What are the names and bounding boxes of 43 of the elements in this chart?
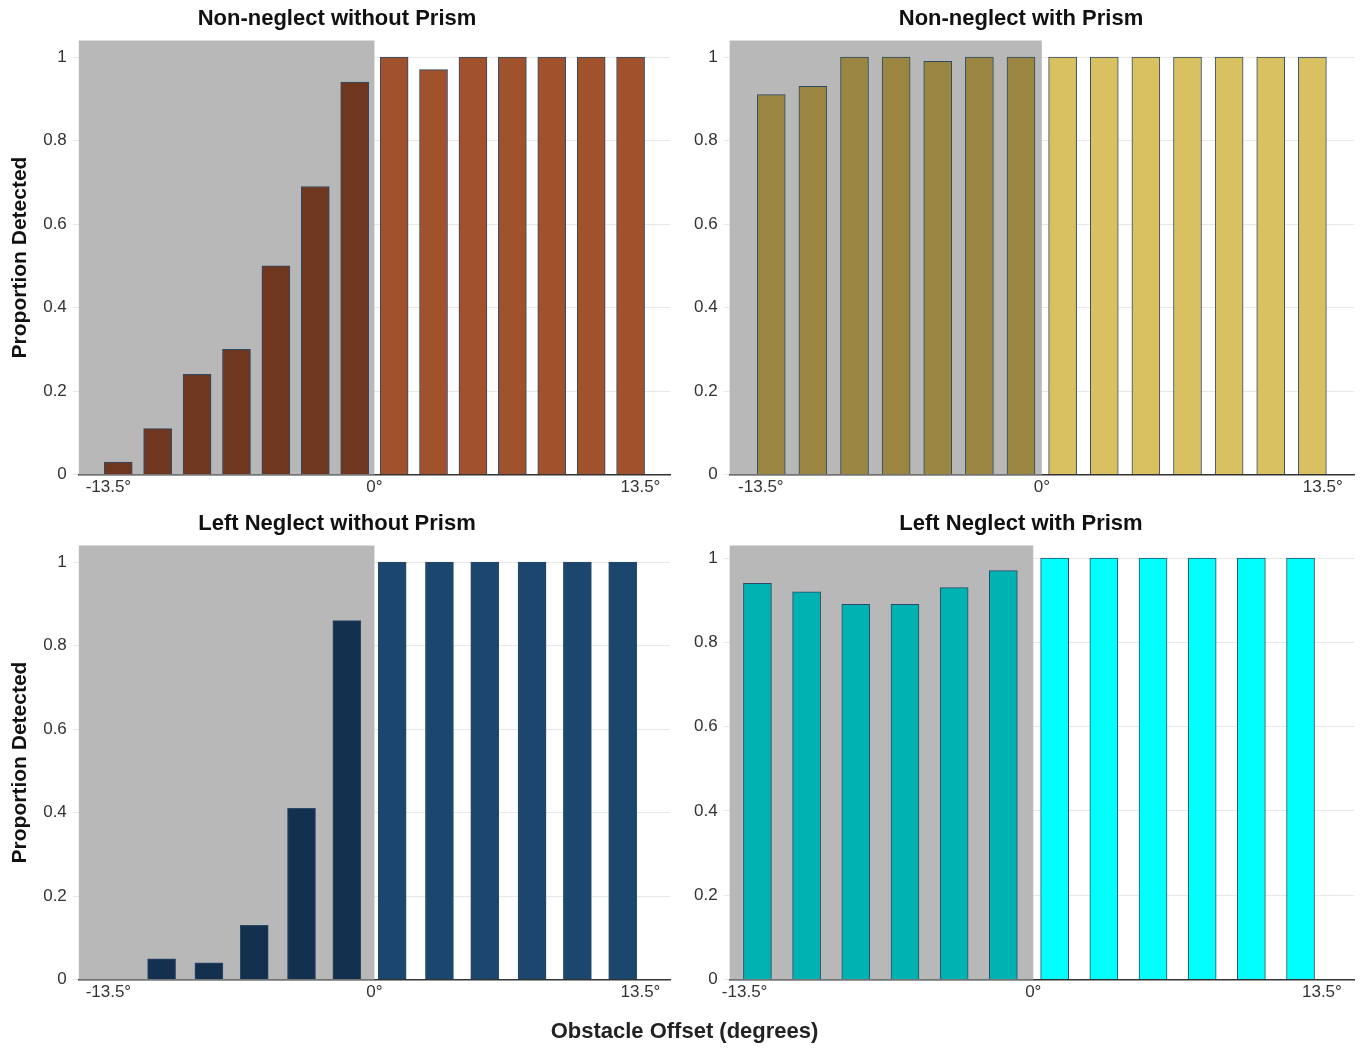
y-tick-label: 1 — [57, 46, 67, 66]
x-tick-label: -13.5° — [85, 477, 132, 497]
y-tick-label: 1 — [57, 551, 67, 571]
y-tick-label: 0.2 — [43, 380, 67, 400]
x-tick-label: 13.5° — [1302, 477, 1343, 497]
y-tick-label: 0.6 — [43, 718, 67, 738]
x-tick-label: 0° — [1033, 477, 1050, 497]
x-tick-label: 0° — [366, 982, 383, 1002]
y-tick-label: 0.4 — [693, 297, 718, 317]
x-axis-title: Obstacle Offset (degrees) — [549, 1018, 820, 1044]
chart-title: Non-neglect without Prism — [197, 5, 477, 31]
chart-title: Non-neglect with Prism — [898, 5, 1144, 31]
y-tick-label: 0.6 — [693, 213, 718, 233]
y-tick-label: 0.8 — [43, 130, 67, 150]
chart-title: Left Neglect without Prism — [198, 510, 476, 536]
x-tick-label: 0° — [1025, 982, 1042, 1002]
y-tick-label: 0.4 — [43, 297, 67, 317]
y-tick-label: 0 — [708, 969, 718, 989]
y-tick-label: 0 — [57, 464, 67, 484]
y-tick-label: 1 — [708, 46, 718, 66]
y-tick-label: 0.8 — [693, 130, 718, 150]
x-tick-label: 13.5° — [620, 982, 661, 1002]
y-axis-title: Proportion Detected — [7, 156, 31, 359]
y-axis-title: Proportion Detected — [7, 661, 31, 864]
y-tick-label: 0.8 — [693, 632, 718, 652]
x-tick-label: -13.5° — [721, 982, 768, 1002]
y-tick-label: 0.2 — [43, 885, 67, 905]
chart-title: Left Neglect with Prism — [899, 510, 1143, 536]
y-tick-label: 0 — [57, 969, 67, 989]
y-tick-label: 0.4 — [43, 802, 67, 822]
y-tick-label: 0.2 — [693, 380, 718, 400]
x-tick-label: -13.5° — [738, 477, 784, 497]
y-tick-label: 0.4 — [693, 800, 718, 820]
x-tick-label: 13.5° — [620, 477, 661, 497]
x-tick-label: 13.5° — [1301, 982, 1342, 1002]
x-tick-label: -13.5° — [85, 982, 132, 1002]
y-tick-label: 0.6 — [693, 716, 718, 736]
y-tick-label: 0.6 — [43, 213, 67, 233]
x-tick-label: 0° — [366, 477, 383, 497]
y-tick-label: 1 — [708, 547, 718, 567]
y-tick-label: 0.8 — [43, 635, 67, 655]
y-tick-label: 0 — [708, 464, 718, 484]
y-tick-label: 0.2 — [693, 884, 718, 904]
